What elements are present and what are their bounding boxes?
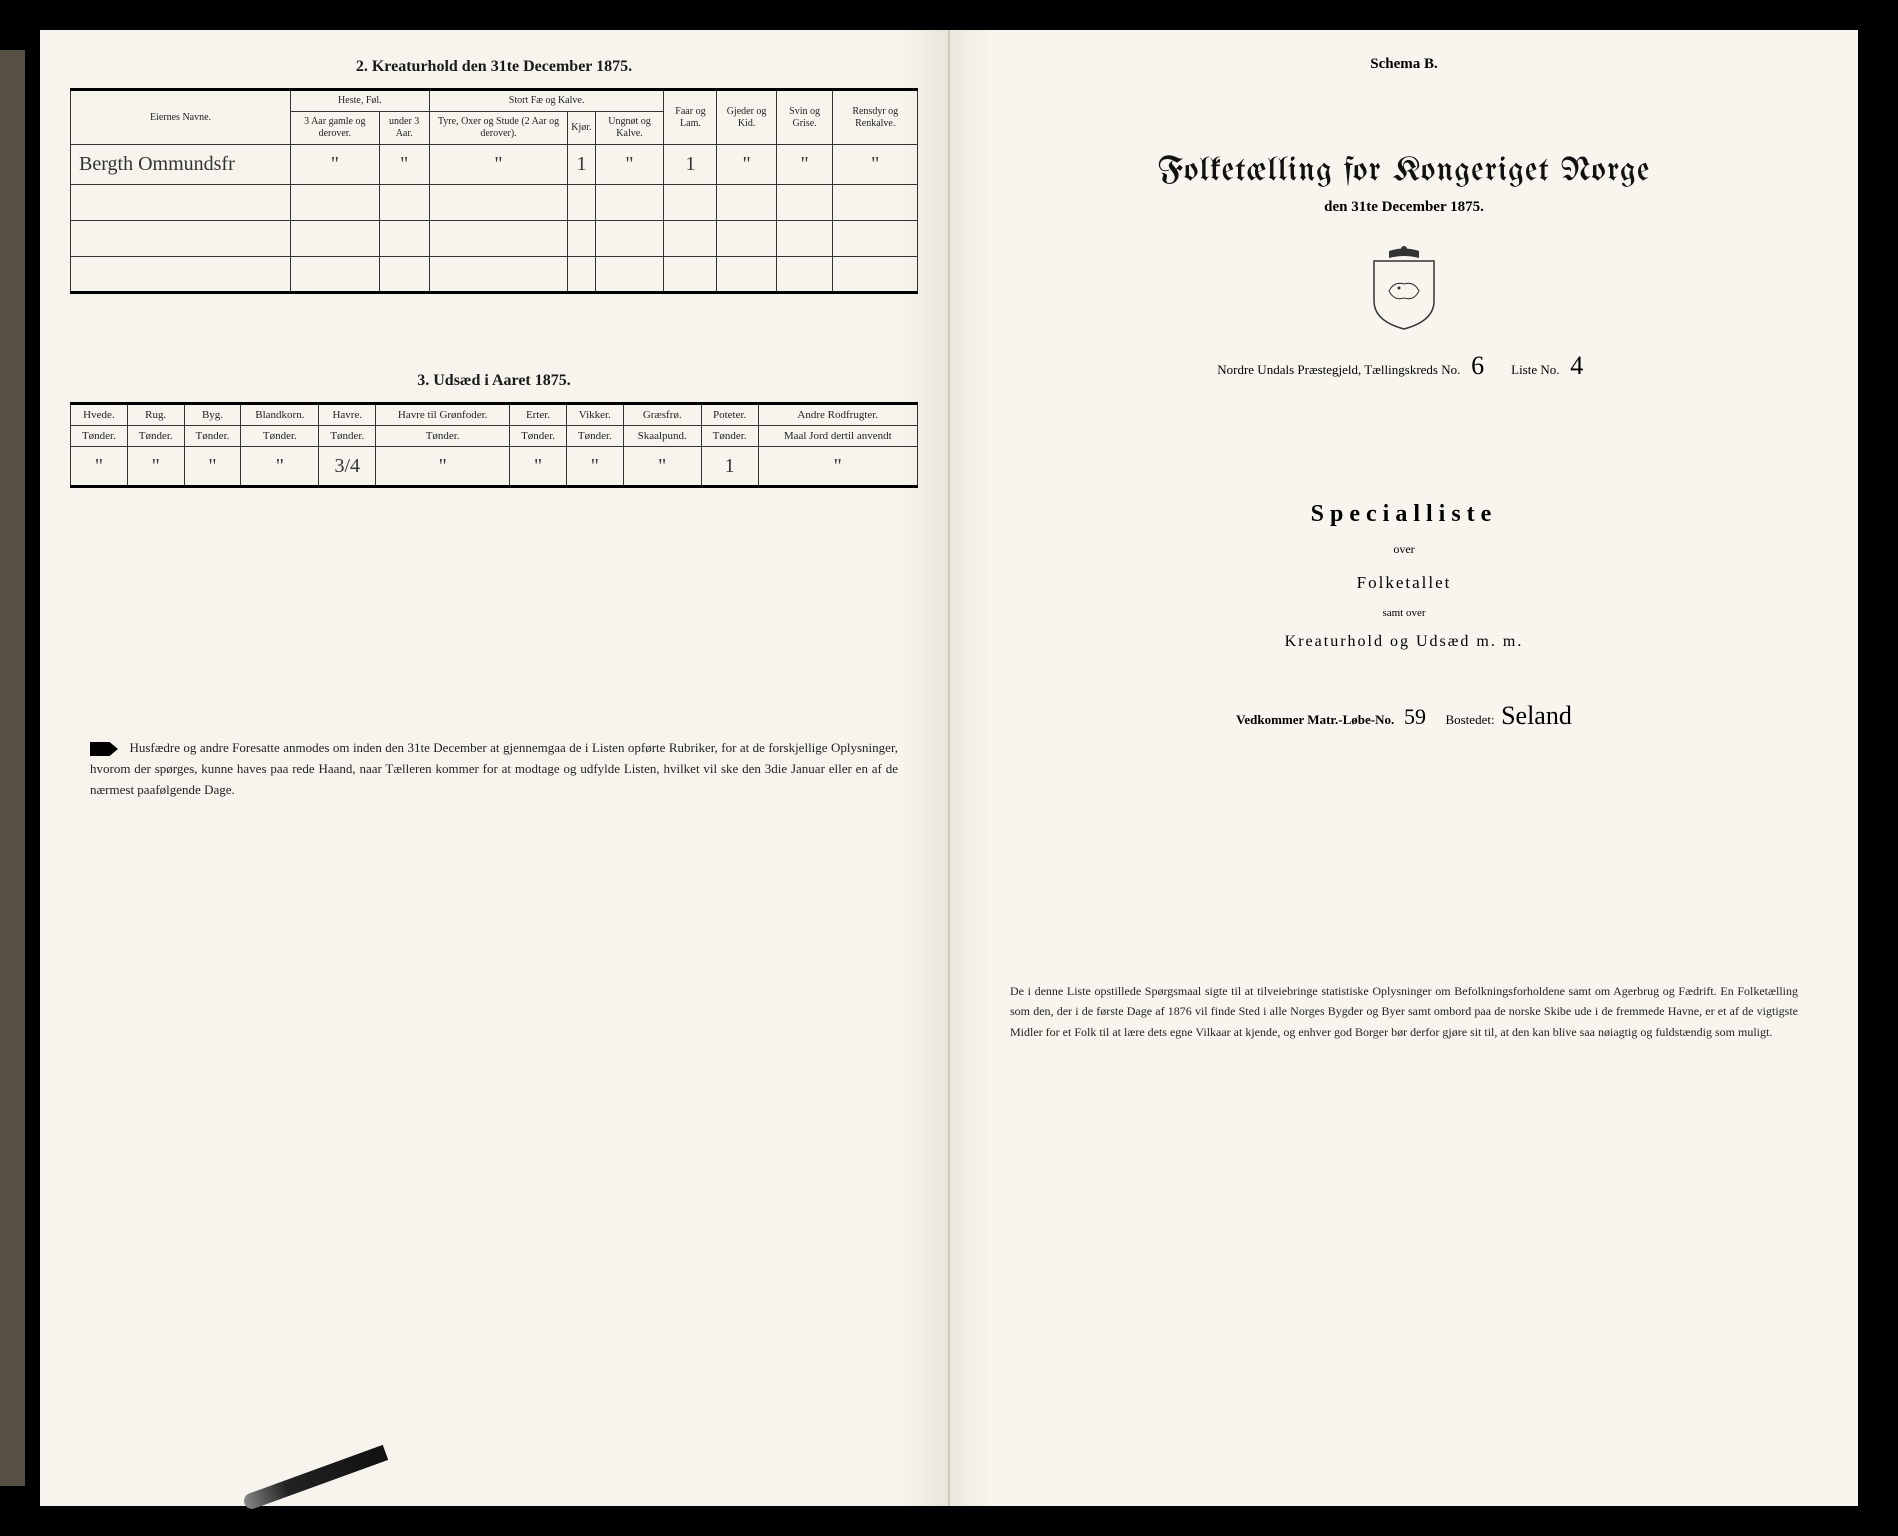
- livestock-empty-row: [71, 185, 918, 221]
- seed-unit: Tønder.: [127, 426, 184, 447]
- cell: ": [376, 447, 510, 487]
- right-footnote: De i denne Liste opstillede Spørgsmaal s…: [980, 981, 1828, 1042]
- col-horses-3yr: 3 Aar gamle og derover.: [291, 112, 380, 145]
- census-subtitle: den 31te December 1875.: [980, 199, 1828, 216]
- col-calves: Ungnøt og Kalve.: [595, 112, 664, 145]
- seed-col: Poteter.: [701, 404, 758, 426]
- seed-unit: Skaalpund.: [623, 426, 701, 447]
- cell: ": [510, 447, 567, 487]
- seed-col: Blandkorn.: [241, 404, 319, 426]
- section-2-title: 2. Kreaturhold den 31te December 1875.: [70, 58, 918, 76]
- footnote-text: Husfædre og andre Foresatte anmodes om i…: [90, 740, 898, 797]
- seed-col: Byg.: [184, 404, 241, 426]
- schema-label: Schema B.: [980, 56, 1828, 73]
- cell: 1: [701, 447, 758, 487]
- seed-unit: Tønder.: [510, 426, 567, 447]
- cell: 3/4: [319, 447, 376, 487]
- cell: ": [717, 145, 776, 185]
- col-reindeer: Rensdyr og Renkalve.: [833, 90, 918, 145]
- col-pigs: Svin og Grise.: [776, 90, 833, 145]
- left-footnote: Husfædre og andre Foresatte anmodes om i…: [70, 738, 918, 800]
- bostedet-name: Seland: [1501, 701, 1572, 730]
- seed-unit: Tønder.: [701, 426, 758, 447]
- cell: ": [71, 447, 128, 487]
- cell: ": [595, 145, 664, 185]
- col-group-horses: Heste, Føl.: [291, 90, 430, 112]
- vedk-label: Vedkommer Matr.-Løbe-No.: [1236, 712, 1394, 727]
- kreaturhold-label: Kreaturhold og Udsæd m. m.: [980, 633, 1828, 651]
- cell: ": [429, 145, 568, 185]
- seed-unit: Tønder.: [376, 426, 510, 447]
- liste-number: 4: [1563, 351, 1591, 381]
- cell: 1: [664, 145, 717, 185]
- seed-header-row: Hvede. Rug. Byg. Blandkorn. Havre. Havre…: [71, 404, 918, 426]
- over-label: over: [980, 542, 1828, 557]
- cell: ": [127, 447, 184, 487]
- census-title: Folketælling for Kongeriget Norge: [980, 153, 1828, 189]
- matr-number: 59: [1404, 704, 1426, 729]
- seed-unit: Tønder.: [319, 426, 376, 447]
- cell: ": [291, 145, 380, 185]
- cell: ": [623, 447, 701, 487]
- seed-col: Andre Rodfrugter.: [758, 404, 917, 426]
- col-group-cattle: Stort Fæ og Kalve.: [429, 90, 664, 112]
- cell: 1: [568, 145, 595, 185]
- cell: ": [566, 447, 623, 487]
- pointing-hand-icon: [90, 742, 118, 756]
- coat-of-arms-icon: [1369, 246, 1439, 331]
- seed-col: Hvede.: [71, 404, 128, 426]
- bostedet-label: Bostedet:: [1445, 712, 1494, 727]
- book-spine: [0, 50, 25, 1486]
- cell: ": [241, 447, 319, 487]
- folketallet-label: Folketallet: [980, 573, 1828, 593]
- livestock-empty-row: [71, 221, 918, 257]
- cell: ": [776, 145, 833, 185]
- samt-label: samt over: [980, 607, 1828, 619]
- col-owner-name: Eiernes Navne.: [71, 90, 291, 145]
- seed-unit: Tønder.: [184, 426, 241, 447]
- seed-unit: Tønder.: [566, 426, 623, 447]
- liste-label: Liste No.: [1511, 362, 1559, 377]
- pen-object: [240, 1436, 400, 1506]
- col-goats: Gjeder og Kid.: [717, 90, 776, 145]
- seed-unit: Maal Jord dertil anvendt: [758, 426, 917, 447]
- seed-unit: Tønder.: [71, 426, 128, 447]
- parish-line: Nordre Undals Præstegjeld, Tællingskreds…: [980, 351, 1828, 381]
- owner-name: Bergth Ommundsfr: [71, 145, 291, 185]
- seed-unit-row: Tønder. Tønder. Tønder. Tønder. Tønder. …: [71, 426, 918, 447]
- col-bulls: Tyre, Oxer og Stude (2 Aar og derover).: [429, 112, 568, 145]
- seed-unit: Tønder.: [241, 426, 319, 447]
- left-page: 2. Kreaturhold den 31te December 1875. E…: [40, 30, 950, 1506]
- cell: ": [379, 145, 429, 185]
- seed-col: Erter.: [510, 404, 567, 426]
- col-sheep: Faar og Lam.: [664, 90, 717, 145]
- cell: ": [758, 447, 917, 487]
- vedkommer-line: Vedkommer Matr.-Løbe-No. 59 Bostedet: Se…: [980, 701, 1828, 731]
- col-cows: Kjør.: [568, 112, 595, 145]
- seed-data-row: " " " " 3/4 " " " " 1 ": [71, 447, 918, 487]
- cell: ": [833, 145, 918, 185]
- seed-col: Vikker.: [566, 404, 623, 426]
- seed-table: Hvede. Rug. Byg. Blandkorn. Havre. Havre…: [70, 402, 918, 488]
- seed-col: Havre.: [319, 404, 376, 426]
- seed-col: Græsfrø.: [623, 404, 701, 426]
- seed-col: Havre til Grønfoder.: [376, 404, 510, 426]
- livestock-empty-row: [71, 257, 918, 293]
- livestock-row-1: Bergth Ommundsfr " " " 1 " 1 " " ": [71, 145, 918, 185]
- open-book: 2. Kreaturhold den 31te December 1875. E…: [40, 30, 1858, 1506]
- parish-prefix: Nordre Undals Præstegjeld, Tællingskreds…: [1217, 362, 1460, 377]
- specialliste-heading: Specialliste: [980, 501, 1828, 528]
- seed-col: Rug.: [127, 404, 184, 426]
- livestock-table: Eiernes Navne. Heste, Føl. Stort Fæ og K…: [70, 88, 918, 294]
- section-3-title: 3. Udsæd i Aaret 1875.: [70, 372, 918, 390]
- right-page: Schema B. Folketælling for Kongeriget No…: [950, 30, 1858, 1506]
- cell: ": [184, 447, 241, 487]
- kreds-number: 6: [1464, 351, 1492, 381]
- col-horses-under3: under 3 Aar.: [379, 112, 429, 145]
